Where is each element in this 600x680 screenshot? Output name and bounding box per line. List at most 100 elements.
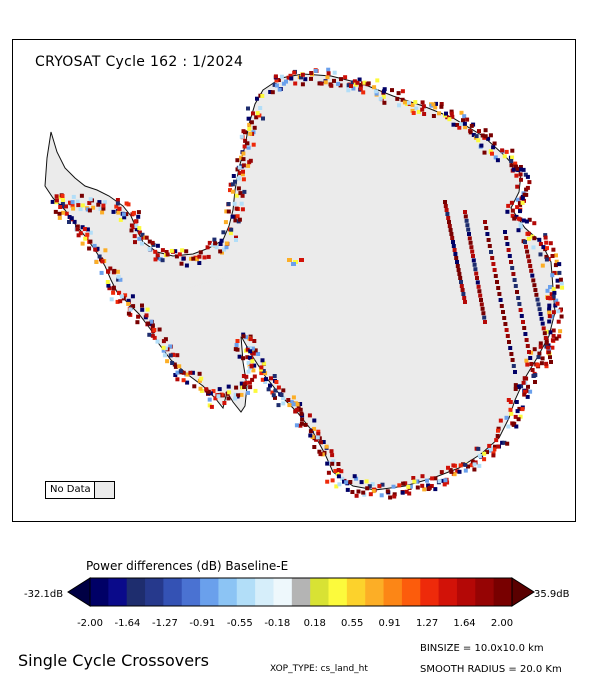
- data-cell: [299, 411, 304, 416]
- data-cell: [504, 149, 509, 154]
- data-cell: [528, 356, 533, 360]
- data-cell: [413, 100, 418, 105]
- data-cell: [520, 200, 525, 205]
- data-cell: [134, 224, 139, 229]
- data-cell: [174, 254, 179, 259]
- data-cell: [61, 198, 65, 203]
- data-cell: [365, 486, 370, 491]
- data-cell: [243, 138, 248, 143]
- data-cell: [509, 260, 513, 264]
- data-cell: [206, 254, 211, 259]
- data-cell: [121, 212, 126, 217]
- data-cell: [380, 482, 385, 487]
- data-cell: [532, 221, 537, 226]
- data-cell: [312, 418, 317, 423]
- data-cell: [260, 94, 265, 98]
- data-cell: [233, 218, 238, 223]
- data-cell: [137, 236, 142, 241]
- data-cell: [91, 205, 96, 210]
- data-cell: [506, 203, 511, 208]
- data-cell: [153, 249, 158, 254]
- data-cell: [155, 243, 160, 248]
- data-cell: [76, 203, 81, 208]
- colorbar-tick-label: 0.55: [341, 618, 364, 629]
- data-cell: [397, 483, 402, 488]
- data-cell: [475, 280, 480, 285]
- data-cell: [477, 463, 482, 468]
- data-cell: [519, 177, 523, 182]
- data-cell: [135, 320, 140, 325]
- data-cell: [539, 316, 544, 321]
- data-cell: [234, 206, 239, 211]
- data-cell: [502, 440, 507, 445]
- colorbar-tick-label: 0.91: [378, 618, 401, 629]
- data-cell: [245, 141, 250, 146]
- data-cell: [538, 312, 543, 316]
- data-cell: [495, 280, 499, 284]
- colorbar-min-label: -32.1dB: [24, 589, 64, 600]
- data-cell: [362, 80, 367, 85]
- data-cell: [490, 256, 495, 260]
- data-cell: [330, 478, 335, 483]
- data-cell: [534, 292, 539, 297]
- data-cell: [463, 300, 467, 304]
- data-cell: [289, 76, 294, 81]
- data-cell: [483, 128, 488, 133]
- data-cell: [458, 463, 463, 468]
- data-cell: [250, 346, 255, 351]
- data-cell: [479, 143, 484, 148]
- data-cell: [330, 461, 335, 466]
- data-cell: [547, 307, 552, 312]
- data-cell: [80, 241, 85, 246]
- data-cell: [61, 204, 65, 209]
- data-cell: [535, 297, 540, 302]
- data-cell: [524, 358, 529, 363]
- data-cell: [551, 287, 556, 292]
- data-cell: [325, 75, 330, 80]
- data-cell: [557, 270, 562, 275]
- data-cell: [237, 165, 242, 170]
- data-cell: [300, 417, 305, 422]
- data-cell: [528, 389, 533, 394]
- data-cell: [521, 218, 526, 223]
- data-cell: [106, 269, 111, 274]
- data-cell: [504, 415, 509, 420]
- data-cell: [115, 299, 120, 304]
- data-cell: [136, 314, 141, 319]
- data-cell: [246, 145, 251, 150]
- data-cell: [457, 272, 462, 276]
- data-cell: [140, 241, 144, 246]
- data-cell: [162, 353, 167, 358]
- data-cell: [519, 167, 523, 172]
- data-cell: [392, 494, 397, 499]
- data-cell: [483, 134, 488, 139]
- data-cell: [313, 68, 318, 73]
- data-cell: [537, 307, 542, 312]
- data-cell: [165, 252, 170, 257]
- data-cell: [458, 276, 463, 280]
- colorbar-swatch: [346, 578, 366, 606]
- data-cell: [247, 127, 252, 131]
- data-cell: [462, 121, 467, 126]
- data-cell: [477, 289, 482, 294]
- data-cell: [211, 389, 216, 394]
- colorbar-swatch: [456, 578, 476, 606]
- data-cell: [506, 398, 511, 402]
- data-cell: [396, 91, 401, 96]
- colorbar-tick-label: 0.18: [303, 618, 326, 629]
- data-cell: [146, 321, 151, 326]
- data-cell: [75, 227, 80, 232]
- data-cell: [367, 484, 372, 489]
- data-cell: [527, 259, 532, 264]
- data-cell: [515, 166, 520, 171]
- data-cell: [498, 298, 503, 302]
- data-cell: [503, 230, 507, 234]
- data-cell: [425, 478, 429, 483]
- data-cell: [92, 243, 97, 248]
- data-cell: [131, 304, 136, 309]
- data-cell: [235, 214, 240, 219]
- data-cell: [354, 493, 359, 498]
- data-cell: [137, 230, 142, 235]
- data-cell: [237, 354, 242, 359]
- data-cell: [206, 389, 211, 394]
